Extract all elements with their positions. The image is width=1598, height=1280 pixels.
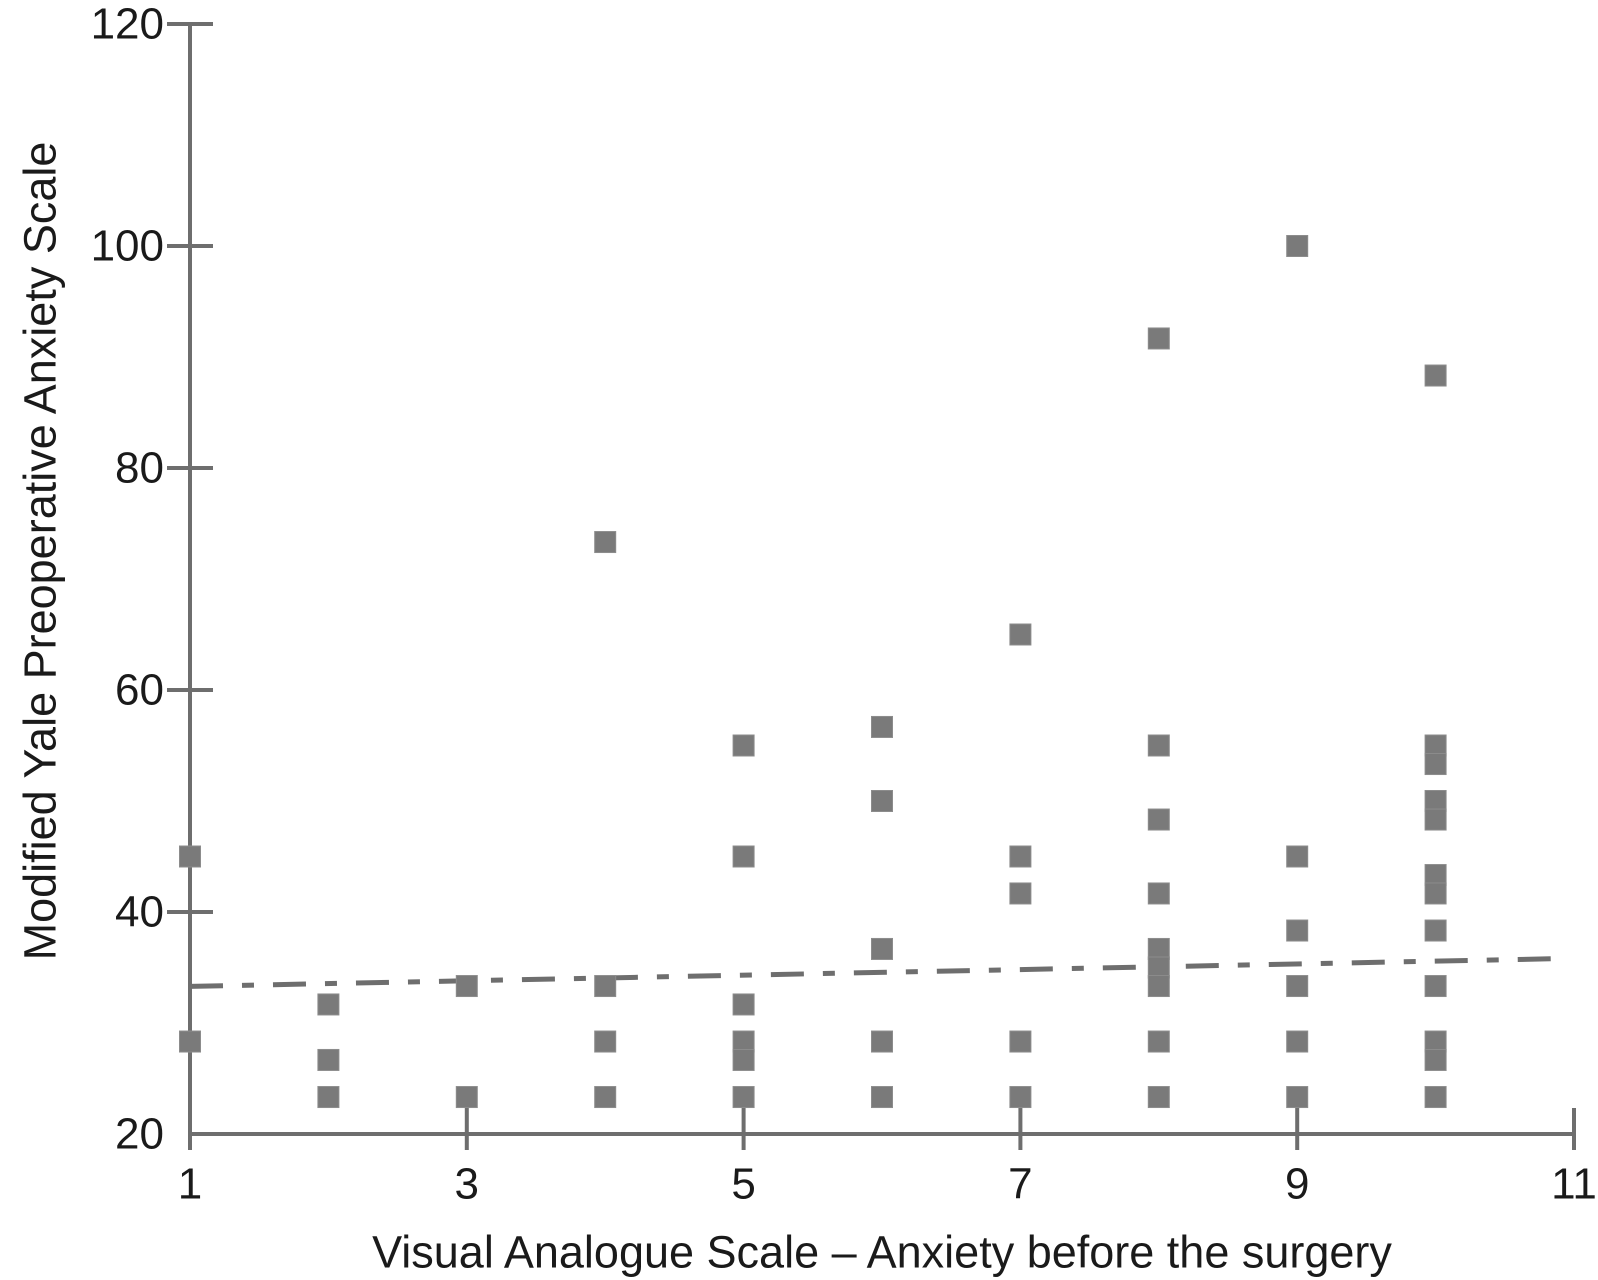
data-point-marker [1009,845,1032,868]
data-point-marker [1424,364,1447,387]
data-point-marker [1286,235,1309,257]
data-point-marker [1424,919,1447,942]
data-point-marker [1009,882,1032,905]
data-point-marker [871,715,893,738]
data-point-marker [317,993,340,1016]
data-point-marker [732,1048,755,1071]
data-point-marker [871,1086,893,1109]
x-tick-label: 5 [731,1160,755,1209]
data-point-marker [1424,975,1447,998]
data-point-marker [594,531,617,554]
data-point-marker [1424,753,1447,776]
data-point-marker [871,790,893,812]
data-point-marker [1424,882,1447,905]
data-point-marker [455,1086,478,1109]
trend-line [189,956,1561,989]
data-point-marker [1424,734,1447,757]
data-point-marker [1424,1048,1447,1071]
data-point-marker [594,1086,617,1109]
data-point-marker [1424,864,1447,887]
data-point-marker [732,845,755,868]
data-point-marker [594,1030,617,1053]
data-point-marker [1009,1030,1032,1053]
data-point-marker [1147,1030,1170,1053]
data-point-marker [1286,845,1309,868]
x-axis-label: Visual Analogue Scale – Anxiety before t… [372,1227,1392,1278]
data-point-marker [1286,919,1309,942]
data-point-marker [1147,808,1170,831]
data-point-marker [1147,1086,1170,1109]
x-tick-label: 11 [1551,1160,1597,1209]
data-point-marker [1286,1086,1309,1109]
data-point-marker [1147,327,1170,350]
data-point-marker [317,1086,340,1109]
axes-layer: 20 40 60 80 100 120 1 3 5 7 9 11 [91,0,1597,1209]
data-point-marker [1147,882,1170,905]
data-point-marker [1424,1030,1447,1053]
x-tick-label: 9 [1285,1160,1309,1209]
y-tick-label: 80 [115,444,164,493]
y-tick-label: 120 [91,0,164,49]
x-tick-label: 1 [178,1160,202,1209]
data-point-marker [1286,1030,1309,1053]
data-point-marker [871,1030,893,1053]
x-tick-label: 3 [455,1160,479,1209]
data-point-marker [1286,975,1309,998]
data-point-marker [1009,623,1032,646]
data-point-marker [1147,956,1170,979]
y-tick-label: 20 [115,1110,164,1159]
data-point-marker [179,1030,201,1053]
data-point-marker [1147,975,1170,998]
data-point-marker [1147,734,1170,757]
data-point-marker [732,734,755,757]
y-tick-label: 100 [91,222,164,271]
y-axis-label: Modified Yale Preoperative Anxiety Scale [15,142,66,961]
data-point-marker [871,937,893,960]
data-points-layer [179,235,1447,1109]
data-point-marker [732,1086,755,1109]
data-point-marker [732,1030,755,1053]
x-tick-label: 7 [1008,1160,1032,1209]
data-point-marker [179,845,201,868]
data-point-marker [1147,937,1170,960]
data-point-marker [594,975,617,998]
y-tick-label: 60 [115,666,164,715]
data-point-marker [317,1048,340,1071]
data-point-marker [1424,1086,1447,1109]
data-point-marker [1424,808,1447,831]
y-tick-label: 40 [115,888,164,937]
data-point-marker [455,975,478,998]
data-point-marker [1424,790,1447,812]
data-point-marker [1009,1086,1032,1109]
trend-line-layer [189,956,1561,989]
data-point-marker [732,993,755,1016]
